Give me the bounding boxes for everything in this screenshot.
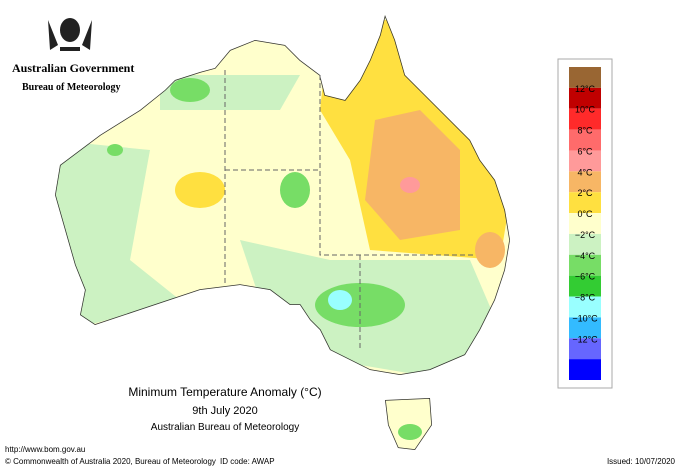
- agency: Bureau of Meteorology: [22, 82, 121, 93]
- legend-swatch: [569, 87, 601, 109]
- legend-label: 2°C: [577, 188, 593, 198]
- legend-swatch: [569, 192, 601, 214]
- legend-swatch: [569, 296, 601, 318]
- legend-label: −12°C: [572, 334, 598, 344]
- legend-swatch: [569, 233, 601, 255]
- legend: 12°C 10°C 8°C 6°C 4°C 2°C 0°C −2°C −4°C −6°C −8°C −…: [557, 58, 613, 389]
- legend-label: −4°C: [575, 251, 596, 261]
- id-code: ID code: AWAP: [220, 457, 275, 466]
- legend-label: 0°C: [577, 209, 593, 219]
- legend-label: 4°C: [577, 167, 593, 177]
- legend-label: 12°C: [575, 84, 596, 94]
- legend-label: −2°C: [575, 230, 596, 240]
- legend-swatch: [569, 254, 601, 276]
- legend-swatch: [569, 129, 601, 151]
- legend-swatch: [569, 150, 601, 172]
- legend-swatch: [569, 171, 601, 193]
- legend-swatch: [569, 67, 601, 88]
- legend-swatch: [569, 213, 601, 234]
- legend-label: −8°C: [575, 293, 596, 303]
- legend-swatch: [569, 317, 601, 339]
- government: Australian Government: [12, 61, 134, 75]
- legend-label: 6°C: [577, 146, 593, 156]
- legend-label: −10°C: [572, 313, 598, 323]
- coat-of-arms: [48, 18, 92, 51]
- legend-swatch: [569, 108, 601, 130]
- date: 9th July 2020: [192, 405, 257, 417]
- legend-swatch: [569, 338, 601, 360]
- legend-swatch: [569, 359, 601, 380]
- legend-label: 8°C: [577, 126, 593, 136]
- legend-label: 10°C: [575, 105, 596, 115]
- legend-swatch: [569, 275, 601, 297]
- title: Minimum Temperature Anomaly (°C): [128, 385, 321, 399]
- state-borders: [224, 70, 475, 350]
- legend-label: −6°C: [575, 272, 596, 282]
- copyright: © Commonwealth of Australia 2020, Bureau…: [5, 457, 216, 466]
- url: http://www.bom.gov.au: [5, 445, 85, 454]
- source: Australian Bureau of Meteorology: [151, 422, 299, 433]
- issued: Issued: 10/07/2020: [607, 457, 676, 466]
